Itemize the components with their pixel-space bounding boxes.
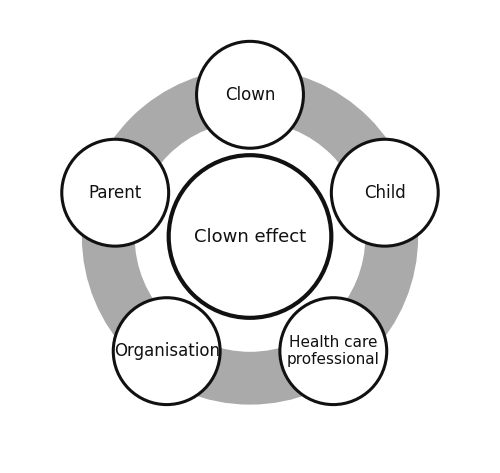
Text: Organisation: Organisation	[114, 342, 220, 360]
Circle shape	[332, 139, 438, 246]
Circle shape	[196, 41, 304, 148]
Circle shape	[280, 298, 386, 404]
Text: Health care
professional: Health care professional	[287, 335, 380, 368]
Circle shape	[168, 155, 332, 318]
Text: Clown effect: Clown effect	[194, 228, 306, 245]
Circle shape	[62, 139, 168, 246]
Text: Clown: Clown	[225, 86, 275, 104]
Text: Child: Child	[364, 184, 406, 201]
Text: Parent: Parent	[88, 184, 142, 201]
Circle shape	[114, 298, 220, 404]
